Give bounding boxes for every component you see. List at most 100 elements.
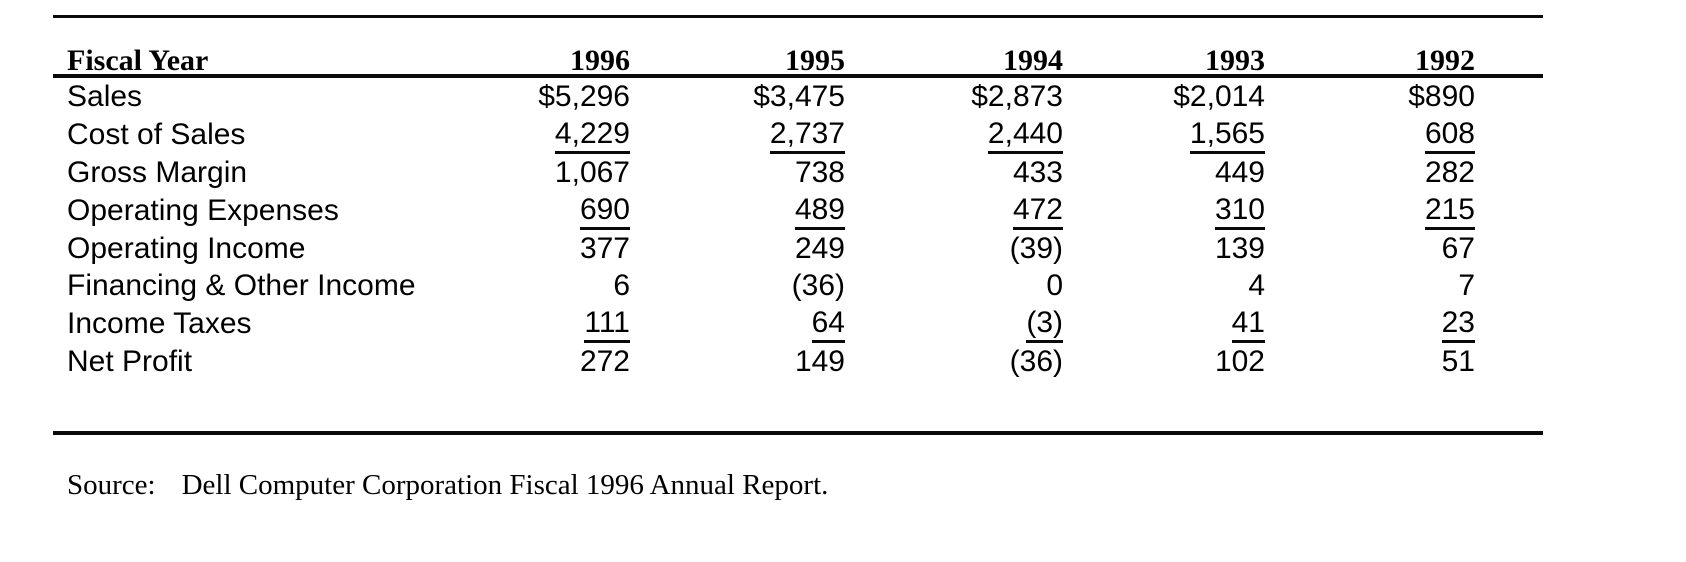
cell-value: 4 <box>1063 267 1265 304</box>
cell-value: 111 <box>467 304 630 343</box>
cell-value: 2,737 <box>630 115 845 154</box>
cell-value: 377 <box>467 230 630 267</box>
cell-value: 608 <box>1265 115 1475 154</box>
financial-table: Fiscal Year 1996 1995 1994 1993 1992 Sales $… <box>67 17 1475 380</box>
table-bottom-rule <box>53 431 1543 435</box>
table-header-rule <box>53 74 1543 78</box>
cell-value-underlined: 608 <box>1424 119 1475 154</box>
cell-value-underlined: 690 <box>579 195 630 230</box>
cell-value-underlined: 111 <box>584 308 630 343</box>
cell-value-text: 139 <box>1214 232 1265 265</box>
table-row: Sales $5,296 $3,475 $2,873 $2,014 $890 <box>67 78 1475 115</box>
cell-value-text: $5,296 <box>538 80 630 113</box>
cell-value-underlined: 2,737 <box>769 119 845 154</box>
cell-value-text: 51 <box>1441 345 1475 378</box>
cell-value: 23 <box>1265 304 1475 343</box>
row-label: Cost of Sales <box>67 118 246 151</box>
source-note: Source: Dell Computer Corporation Fiscal … <box>67 468 828 502</box>
row-label: Gross Margin <box>67 156 248 189</box>
cell-value-text: $2,014 <box>1173 80 1265 113</box>
cell-value: (36) <box>630 267 845 304</box>
cell-value: 272 <box>467 343 630 380</box>
cell-value: $890 <box>1265 78 1475 115</box>
cell-value-underlined: 310 <box>1214 195 1265 230</box>
cell-value: 41 <box>1063 304 1265 343</box>
row-label: Net Profit <box>67 345 193 378</box>
table-body: Sales $5,296 $3,475 $2,873 $2,014 $890 Cost … <box>67 78 1475 380</box>
cell-value-text: 4 <box>1248 269 1265 302</box>
cell-value: 433 <box>845 154 1063 191</box>
header-year: 1992 <box>1415 44 1475 77</box>
cell-value-text: 282 <box>1424 156 1475 189</box>
cell-value-underlined: 489 <box>794 195 845 230</box>
row-label: Operating Income <box>67 232 306 265</box>
cell-value: 738 <box>630 154 845 191</box>
cell-value-text: (36) <box>791 269 845 302</box>
cell-value-text: $890 <box>1408 80 1475 113</box>
cell-value-text: 149 <box>794 345 845 378</box>
cell-value-underlined: 2,440 <box>987 119 1063 154</box>
cell-value-text: 7 <box>1458 269 1475 302</box>
cell-value: $2,014 <box>1063 78 1265 115</box>
cell-value: $3,475 <box>630 78 845 115</box>
cell-value: 4,229 <box>467 115 630 154</box>
table-row: Net Profit 272 149 (36) 102 51 <box>67 343 1475 380</box>
cell-value: 7 <box>1265 267 1475 304</box>
cell-value-text: (39) <box>1009 232 1063 265</box>
cell-value: 64 <box>630 304 845 343</box>
cell-value-text: 67 <box>1441 232 1475 265</box>
cell-value: 489 <box>630 191 845 230</box>
header-year: 1994 <box>1003 44 1063 77</box>
header-fiscal-year-label: Fiscal Year <box>67 44 209 77</box>
cell-value-text: (36) <box>1009 345 1063 378</box>
cell-value: 282 <box>1265 154 1475 191</box>
cell-value: 1,565 <box>1063 115 1265 154</box>
cell-value-text: 377 <box>579 232 630 265</box>
source-prefix: Source: <box>67 469 156 501</box>
cell-value-text: 249 <box>794 232 845 265</box>
table-row: Cost of Sales 4,229 2,737 2,440 1,565 608 <box>67 115 1475 154</box>
table-row: Gross Margin 1,067 738 433 449 282 <box>67 154 1475 191</box>
cell-value: 472 <box>845 191 1063 230</box>
cell-value: 102 <box>1063 343 1265 380</box>
cell-value: (3) <box>845 304 1063 343</box>
cell-value-text: 6 <box>613 269 630 302</box>
row-label: Sales <box>67 80 143 113</box>
cell-value: $5,296 <box>467 78 630 115</box>
cell-value: 449 <box>1063 154 1265 191</box>
table-row: Financing & Other Income 6 (36) 0 4 7 <box>67 267 1475 304</box>
cell-value-underlined: 23 <box>1441 308 1475 343</box>
cell-value: (39) <box>845 230 1063 267</box>
cell-value-text: 738 <box>794 156 845 189</box>
cell-value: 149 <box>630 343 845 380</box>
table-row: Income Taxes 111 64 (3) 41 23 <box>67 304 1475 343</box>
cell-value: 0 <box>845 267 1063 304</box>
table-row: Operating Income 377 249 (39) 139 67 <box>67 230 1475 267</box>
cell-value: 6 <box>467 267 630 304</box>
cell-value: 249 <box>630 230 845 267</box>
cell-value-text: 1,067 <box>554 156 630 189</box>
header-year: 1993 <box>1205 44 1265 77</box>
cell-value-underlined: 64 <box>811 308 845 343</box>
row-label: Income Taxes <box>67 307 252 340</box>
cell-value-text: $3,475 <box>753 80 845 113</box>
cell-value: 215 <box>1265 191 1475 230</box>
cell-value-underlined: 1,565 <box>1189 119 1265 154</box>
cell-value-underlined: 472 <box>1012 195 1063 230</box>
row-label: Operating Expenses <box>67 194 339 227</box>
table-row: Operating Expenses 690 489 472 310 215 <box>67 191 1475 230</box>
cell-value: 690 <box>467 191 630 230</box>
cell-value: 310 <box>1063 191 1265 230</box>
source-text: Dell Computer Corporation Fiscal 1996 An… <box>181 469 829 501</box>
cell-value-underlined: 215 <box>1424 195 1475 230</box>
cell-value-underlined: (3) <box>1026 308 1063 343</box>
table-top-rule <box>53 15 1543 18</box>
cell-value: 1,067 <box>467 154 630 191</box>
cell-value: $2,873 <box>845 78 1063 115</box>
cell-value-underlined: 4,229 <box>554 119 630 154</box>
cell-value-text: 272 <box>579 345 630 378</box>
row-label: Financing & Other Income <box>67 269 416 302</box>
cell-value: 2,440 <box>845 115 1063 154</box>
cell-value-text: 102 <box>1214 345 1265 378</box>
